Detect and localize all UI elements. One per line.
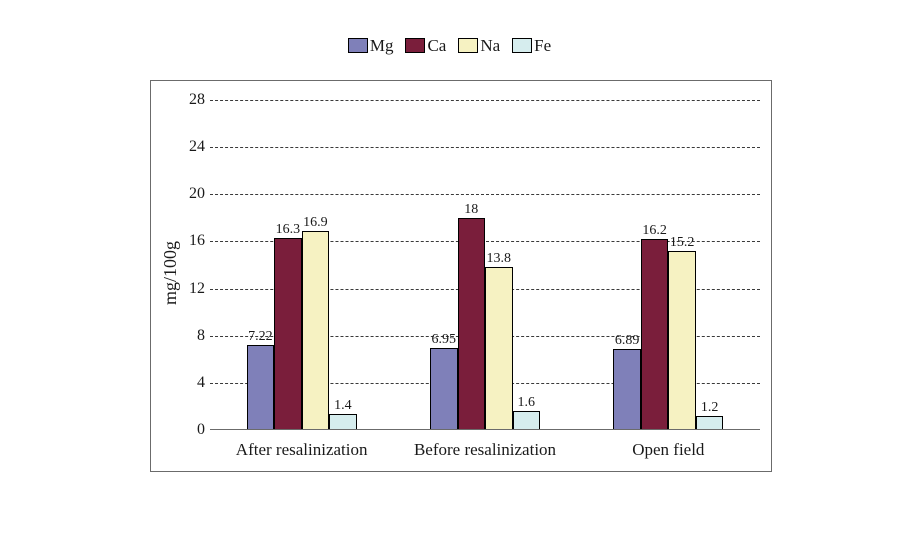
x-axis	[210, 429, 760, 430]
legend-swatch-Fe	[512, 38, 532, 53]
bar-group: 6.8916.215.2 1.2	[613, 100, 723, 430]
y-tick-label: 0	[155, 422, 205, 438]
bar-group: 6.951813.81.6	[430, 100, 540, 430]
legend-swatch-Na	[458, 38, 478, 53]
legend-label-Ca: Ca	[427, 36, 446, 55]
bar-Ca: 16.3	[274, 238, 302, 430]
legend-label-Na: Na	[480, 36, 500, 55]
bar-value-label: 16.9	[285, 216, 345, 230]
mineral-content-chart: MgCaNaFe 0481216202428 mg/100g 7.2216.31…	[0, 0, 899, 533]
category-label: After resalinization	[236, 440, 368, 460]
legend-item-Fe: Fe	[512, 36, 551, 56]
plot-area: 7.2216.316.91.46.951813.81.66.8916.215.2…	[210, 100, 760, 430]
bar-value-label: 18	[441, 203, 501, 217]
category-label: Open field	[632, 440, 704, 460]
bar-Mg: 6.89	[613, 349, 641, 430]
bar-Ca: 18	[458, 218, 486, 430]
bar-value-label: 13.8	[469, 252, 529, 266]
bar-value-label: 1.4	[313, 399, 373, 413]
bar-Mg: 7.22	[247, 345, 275, 430]
y-axis-label: mg/100g	[160, 241, 181, 305]
bar-Fe: 1.4	[329, 414, 357, 431]
y-tick-label: 28	[155, 92, 205, 108]
legend-item-Na: Na	[458, 36, 500, 56]
legend-label-Fe: Fe	[534, 36, 551, 55]
bar-Fe: 1.2	[696, 416, 724, 430]
bar-value-label: 15.2	[652, 236, 712, 250]
bar-Mg: 6.95	[430, 348, 458, 430]
bar-Fe: 1.6	[513, 411, 541, 430]
y-tick-label: 20	[155, 186, 205, 202]
bar-value-label: 1.2	[680, 401, 740, 415]
legend-swatch-Mg	[348, 38, 368, 53]
legend-label-Mg: Mg	[370, 36, 394, 55]
y-tick-label: 8	[155, 328, 205, 344]
bar-group: 7.2216.3 16.9 1.4	[247, 100, 357, 430]
bar-value-label: 1.6	[496, 396, 556, 410]
legend-item-Mg: Mg	[348, 36, 394, 56]
legend-item-Ca: Ca	[405, 36, 446, 56]
y-tick-label: 24	[155, 139, 205, 155]
bar-Ca: 16.2	[641, 239, 669, 430]
y-tick-label: 4	[155, 375, 205, 391]
legend-swatch-Ca	[405, 38, 425, 53]
category-label: Before resalinization	[414, 440, 556, 460]
legend: Mg Ca Na Fe	[0, 36, 899, 56]
